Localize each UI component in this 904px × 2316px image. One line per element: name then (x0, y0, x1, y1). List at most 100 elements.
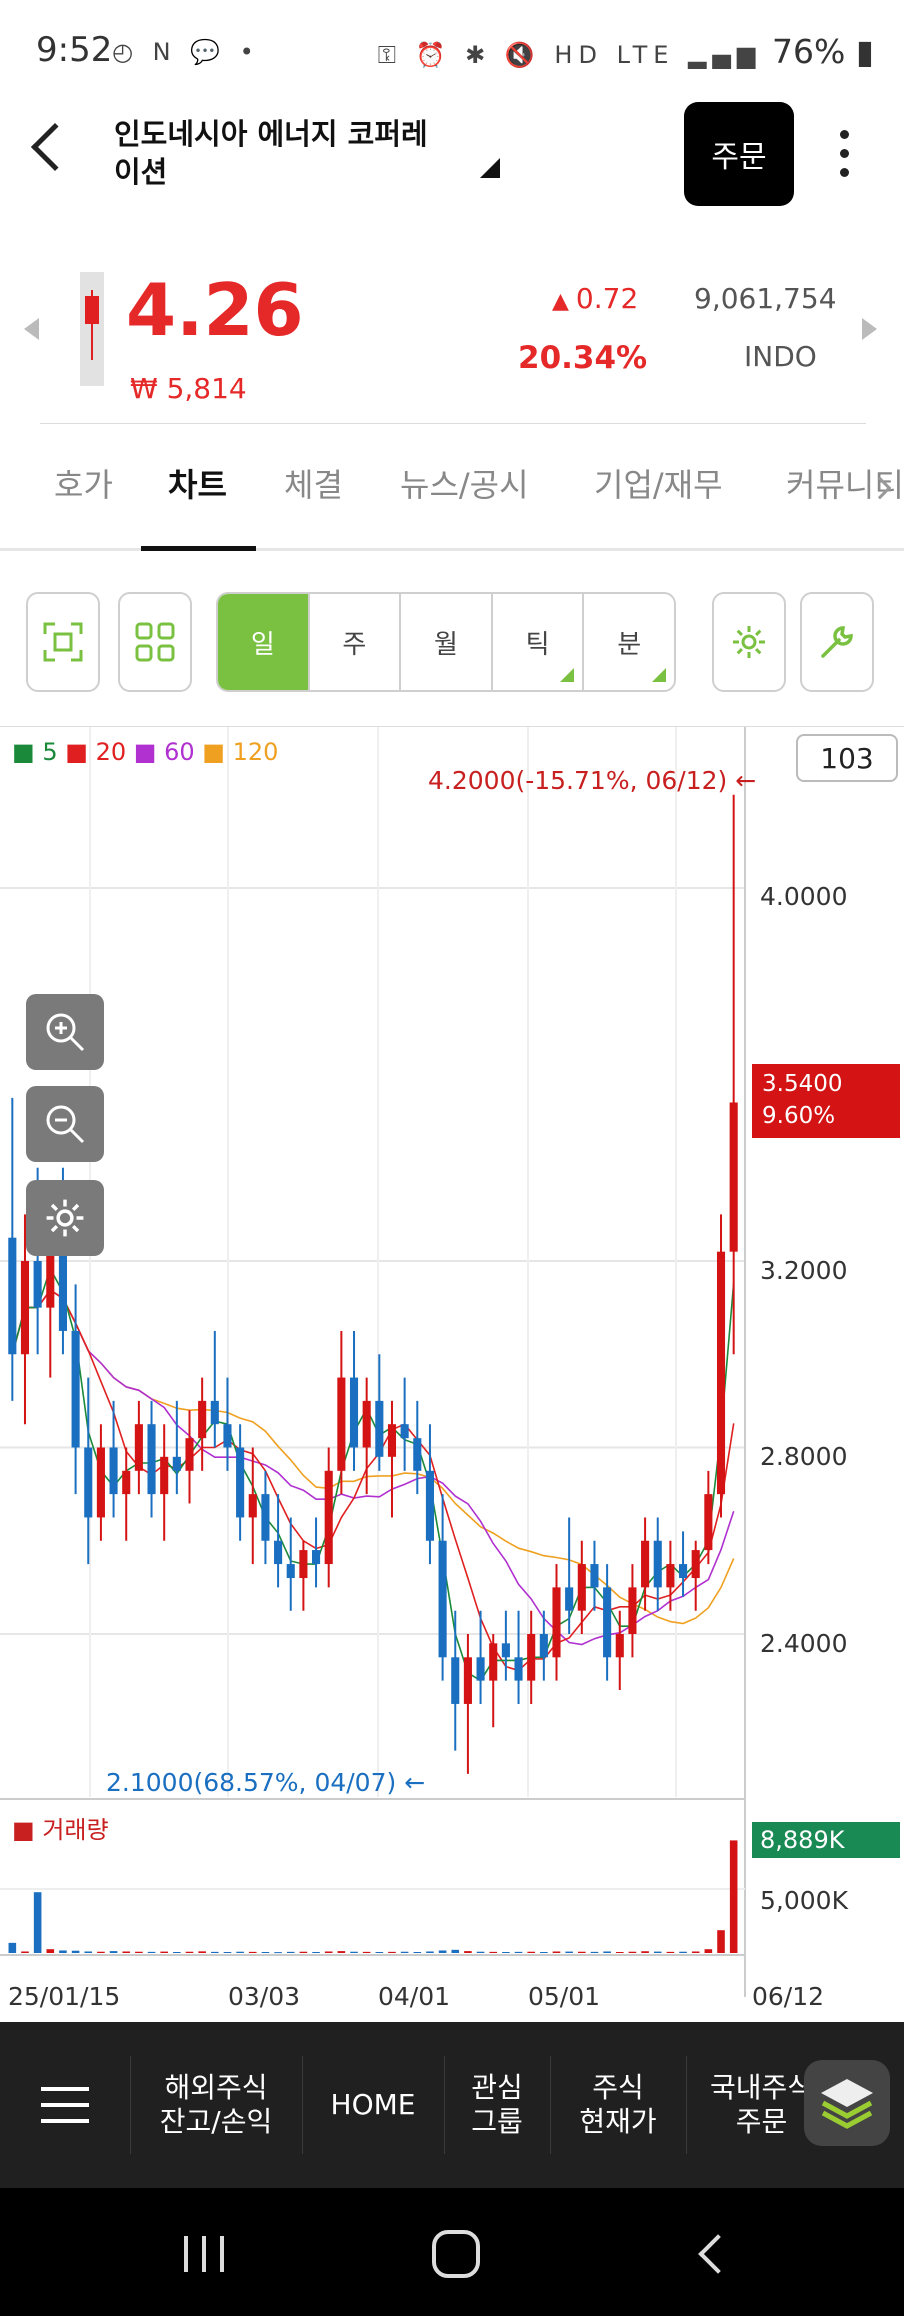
candle-body (185, 1438, 194, 1471)
volume-bar (274, 1952, 282, 1954)
volume-bar (337, 1951, 346, 1953)
price-chart[interactable] (0, 726, 904, 2022)
volume-bar (109, 1951, 118, 1953)
period-tick[interactable]: 틱 (493, 594, 585, 690)
volume-bar (438, 1950, 447, 1953)
layers-icon (821, 2079, 873, 2129)
candle-count-badge[interactable]: 103 (796, 734, 898, 782)
volume-bar (527, 1951, 535, 1953)
candle-body (641, 1540, 650, 1588)
tab-trades[interactable]: 체결 (284, 466, 343, 504)
candle-body (160, 1456, 169, 1495)
period-day[interactable]: 일 (218, 594, 310, 690)
candle-body (134, 1424, 143, 1471)
volume-bar (211, 1951, 219, 1953)
candle-body (603, 1587, 612, 1658)
next-stock-arrow-icon[interactable] (862, 318, 877, 340)
price-change-pct: 20.34% (518, 340, 648, 376)
candle-body (653, 1540, 662, 1588)
hamburger-menu-button[interactable] (0, 2022, 130, 2188)
prev-stock-arrow-icon[interactable] (24, 318, 39, 340)
layout-grid-button[interactable] (118, 592, 192, 692)
home-icon[interactable] (432, 2230, 480, 2278)
high-marker: 4.2000(-15.71%, 06/12) ← (428, 766, 757, 795)
candle-body (324, 1470, 333, 1565)
volume-bar (350, 1951, 358, 1953)
tab-orderbook[interactable]: 호가 (54, 466, 113, 504)
stock-title[interactable]: 인도네시아 에너지 코퍼레이션 (114, 117, 428, 189)
chart-options-button[interactable] (26, 1180, 104, 1256)
back-nav-icon[interactable] (698, 2234, 738, 2274)
volume-bar (312, 1951, 320, 1953)
ma-legend: ■ 5 ■ 20 ■ 60 ■ 120 (12, 738, 278, 766)
nav-overseas-balance[interactable]: 해외주식 잔고/손익 (159, 2071, 273, 2138)
exchange-code: INDO (744, 340, 817, 373)
tab-financials[interactable]: 기업/재무 (594, 466, 723, 504)
status-bar: 9:52 ◴ N 💬 • ⚿ ⏰ ✱ 🔇 HD LTE ▂▄▆ 76% ▮ (0, 0, 904, 110)
candle-body (299, 1550, 308, 1579)
ma-60-line (11, 1289, 735, 1646)
order-button[interactable]: 주문 (684, 102, 794, 206)
candle-body (46, 1237, 55, 1308)
legend-ma60-label: 60 (164, 738, 195, 766)
volume-bar (223, 1951, 232, 1953)
candle-body (58, 1237, 67, 1331)
ma-20-line (11, 1289, 735, 1672)
low-marker: 2.1000(68.57%, 04/07) ← (106, 1768, 426, 1797)
candle-body (666, 1564, 675, 1588)
recent-apps-icon[interactable] (182, 2234, 228, 2274)
volume-bar (198, 1951, 206, 1953)
candle-body (349, 1377, 359, 1448)
tab-news[interactable]: 뉴스/공시 (400, 466, 529, 504)
y-label-2.8: 2.8000 (760, 1442, 848, 1471)
dropdown-corner-icon (651, 668, 666, 682)
volume-bar (286, 1951, 295, 1953)
period-week[interactable]: 주 (310, 594, 402, 690)
tab-chart[interactable]: 차트 (168, 466, 227, 504)
zoom-out-icon (46, 1105, 85, 1144)
nav-home[interactable]: HOME (330, 2088, 416, 2121)
candle-body (122, 1470, 131, 1495)
zoom-out-button[interactable] (26, 1086, 104, 1162)
candle-body (274, 1540, 283, 1565)
period-minute[interactable]: 분 (584, 594, 674, 690)
volume-tick: 5,000K (760, 1886, 848, 1915)
layers-button[interactable] (804, 2060, 890, 2146)
nav-domestic-order[interactable]: 국내주식 주문 (710, 2071, 814, 2138)
legend-ma20-label: 20 (95, 738, 127, 766)
candle-body (489, 1643, 498, 1681)
volume-bar (679, 1951, 687, 1953)
ma-5-line (11, 1266, 735, 1682)
candle-body (716, 1251, 726, 1495)
zoom-in-button[interactable] (26, 994, 104, 1070)
candle-body (172, 1456, 181, 1471)
dropdown-triangle-icon[interactable] (480, 158, 500, 178)
status-right: ⚿ ⏰ ✱ 🔇 HD LTE ▂▄▆ 76% ▮ (378, 32, 874, 71)
volume-bar (704, 1949, 713, 1953)
y-label-4.0: 4.0000 (760, 882, 848, 911)
more-menu-icon[interactable] (840, 130, 852, 187)
volume-current-tag: 8,889K (752, 1822, 900, 1858)
hamburger-icon (41, 2087, 89, 2123)
candle-body (425, 1470, 434, 1541)
recent-apps-glyph (184, 2236, 224, 2272)
tools-button[interactable] (800, 592, 874, 692)
volume-bar (400, 1951, 409, 1953)
back-arrow-icon[interactable] (30, 122, 80, 172)
candle-body (223, 1424, 232, 1448)
nav-watchlist[interactable]: 관심 그룹 (471, 2071, 523, 2138)
gear-icon (46, 1199, 84, 1237)
period-month[interactable]: 월 (401, 594, 493, 690)
current-price-tag-value: 3.5400 (762, 1071, 843, 1097)
chart-settings-button[interactable] (712, 592, 786, 692)
tab-divider (0, 548, 904, 551)
y-label-2.4: 2.4000 (760, 1629, 848, 1658)
candle-body (451, 1657, 460, 1704)
tab-community[interactable]: 커뮤니티 (786, 466, 904, 504)
fullscreen-button[interactable] (26, 592, 100, 692)
volume-bar (59, 1950, 67, 1953)
nav-stock-price[interactable]: 주식 현재가 (579, 2071, 657, 2138)
legend-ma60: ■ 60 (133, 738, 195, 766)
candle-body (387, 1424, 397, 1457)
volume-bar (324, 1951, 333, 1953)
